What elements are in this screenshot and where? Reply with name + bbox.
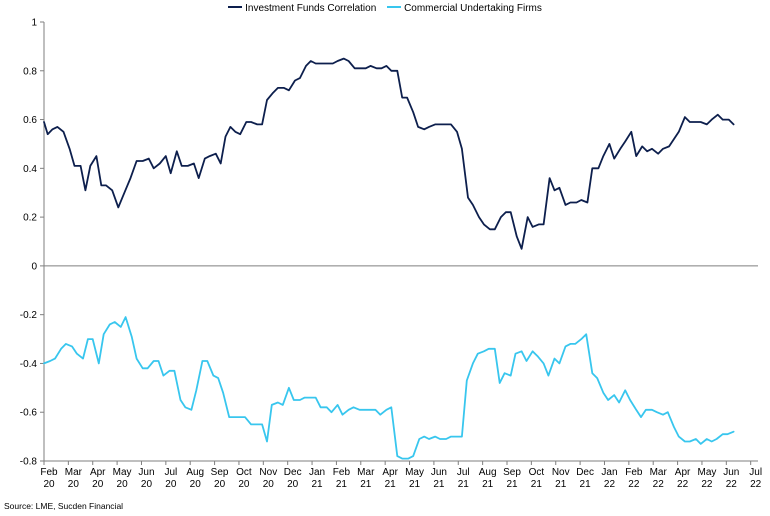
x-tick-label-month: Nov: [259, 467, 277, 478]
x-tick-label-year: 21: [531, 479, 543, 490]
x-tick-label-year: 21: [555, 479, 567, 490]
x-tick-label-month: Apr: [90, 467, 106, 478]
series-layer: [43, 57, 735, 460]
correlation-line-chart: 10.80.60.40.20-0.2-0.4-0.6-0.8 Feb20Mar2…: [20, 18, 762, 491]
x-tick-label-year: 21: [482, 479, 494, 490]
x-tick-label-month: May: [405, 467, 424, 478]
legend-item-commercial-undertaking: Commercial Undertaking Firms: [387, 3, 542, 14]
x-tick-label-year: 20: [43, 479, 55, 490]
x-axis: Feb20Mar20Apr20May20Jun20Jul20Aug20Sep20…: [40, 265, 762, 490]
x-tick-label-month: May: [697, 467, 716, 478]
x-tick-label-month: Jun: [431, 467, 447, 478]
x-tick-label-year: 22: [750, 479, 762, 490]
x-tick-label-year: 20: [68, 479, 80, 490]
x-tick-label-month: Feb: [333, 467, 351, 478]
x-tick-label-month: Jul: [749, 467, 762, 478]
x-tick-label-month: Sep: [211, 467, 229, 478]
x-tick-label-month: Aug: [186, 467, 204, 478]
legend-label-investment-funds: Investment Funds Correlation: [245, 3, 377, 14]
x-tick-label-month: Jul: [164, 467, 177, 478]
x-tick-label-month: Jun: [138, 467, 154, 478]
y-axis: 1 0.8 0.6 0.4 0.2 0 -0.2 -0.4 -0.6 -0.8: [20, 18, 45, 468]
x-tick-label-year: 20: [165, 479, 177, 490]
y-tick-label: 0.4: [23, 164, 37, 175]
x-tick-label-year: 20: [117, 479, 129, 490]
x-tick-label-year: 21: [311, 479, 323, 490]
y-tick-label: 0.2: [23, 213, 37, 224]
legend-item-investment-funds: Investment Funds Correlation: [228, 3, 376, 14]
x-tick-label-month: Sep: [503, 467, 521, 478]
x-tick-label-month: Dec: [284, 467, 302, 478]
x-tick-label-month: Jan: [601, 467, 617, 478]
x-tick-label-month: Aug: [479, 467, 497, 478]
y-tick-label: 1: [31, 18, 37, 29]
x-tick-label-month: Jul: [457, 467, 470, 478]
x-tick-label-month: Mar: [650, 467, 668, 478]
y-tick-label: -0.8: [20, 457, 38, 468]
x-tick-label-year: 22: [653, 479, 665, 490]
x-tick-label-month: Apr: [675, 467, 691, 478]
x-tick-label-year: 22: [628, 479, 640, 490]
x-tick-label-year: 21: [433, 479, 445, 490]
y-tick-label: -0.6: [20, 408, 38, 419]
legend-swatch-commercial-undertaking: [387, 6, 402, 9]
series-line-investment-funds: [43, 57, 735, 250]
x-tick-label-month: Oct: [236, 467, 252, 478]
legend-swatch-investment-funds: [228, 6, 243, 9]
y-tick-label: 0: [31, 261, 37, 272]
x-tick-label-year: 22: [726, 479, 738, 490]
series-line-commercial-undertaking: [43, 316, 735, 460]
chart-legend: Investment Funds Correlation Commercial …: [0, 3, 770, 14]
x-tick-label-month: Jun: [723, 467, 739, 478]
y-tick-label: -0.4: [20, 359, 38, 370]
x-tick-label-month: Feb: [625, 467, 643, 478]
legend-label-commercial-undertaking: Commercial Undertaking Firms: [404, 3, 542, 14]
x-tick-label-month: May: [113, 467, 132, 478]
x-tick-label-month: Mar: [65, 467, 83, 478]
x-tick-label-year: 21: [409, 479, 421, 490]
x-tick-label-month: Jan: [309, 467, 325, 478]
x-tick-label-year: 22: [701, 479, 713, 490]
x-tick-label-year: 21: [458, 479, 470, 490]
x-tick-label-year: 21: [506, 479, 518, 490]
x-tick-label-month: Oct: [529, 467, 545, 478]
y-tick-label: -0.2: [20, 310, 38, 321]
x-tick-label-month: Apr: [382, 467, 398, 478]
x-tick-label-year: 21: [580, 479, 592, 490]
x-tick-label-year: 20: [92, 479, 104, 490]
x-tick-label-year: 22: [604, 479, 616, 490]
y-tick-label: 0.6: [23, 115, 37, 126]
x-tick-label-year: 20: [190, 479, 202, 490]
x-tick-label-month: Mar: [357, 467, 375, 478]
x-tick-label-year: 21: [336, 479, 348, 490]
x-tick-label-year: 21: [385, 479, 397, 490]
source-note: Source: LME, Sucden Financial: [4, 501, 124, 511]
x-tick-label-year: 20: [263, 479, 275, 490]
x-tick-label-year: 20: [287, 479, 299, 490]
x-tick-label-year: 22: [677, 479, 689, 490]
y-tick-label: 0.8: [23, 66, 37, 77]
x-tick-label-year: 20: [238, 479, 250, 490]
x-tick-label-year: 20: [214, 479, 226, 490]
x-tick-label-month: Nov: [552, 467, 570, 478]
x-tick-label-year: 21: [360, 479, 372, 490]
x-tick-label-month: Feb: [40, 467, 58, 478]
x-tick-label-month: Dec: [576, 467, 594, 478]
x-tick-label-year: 20: [141, 479, 153, 490]
